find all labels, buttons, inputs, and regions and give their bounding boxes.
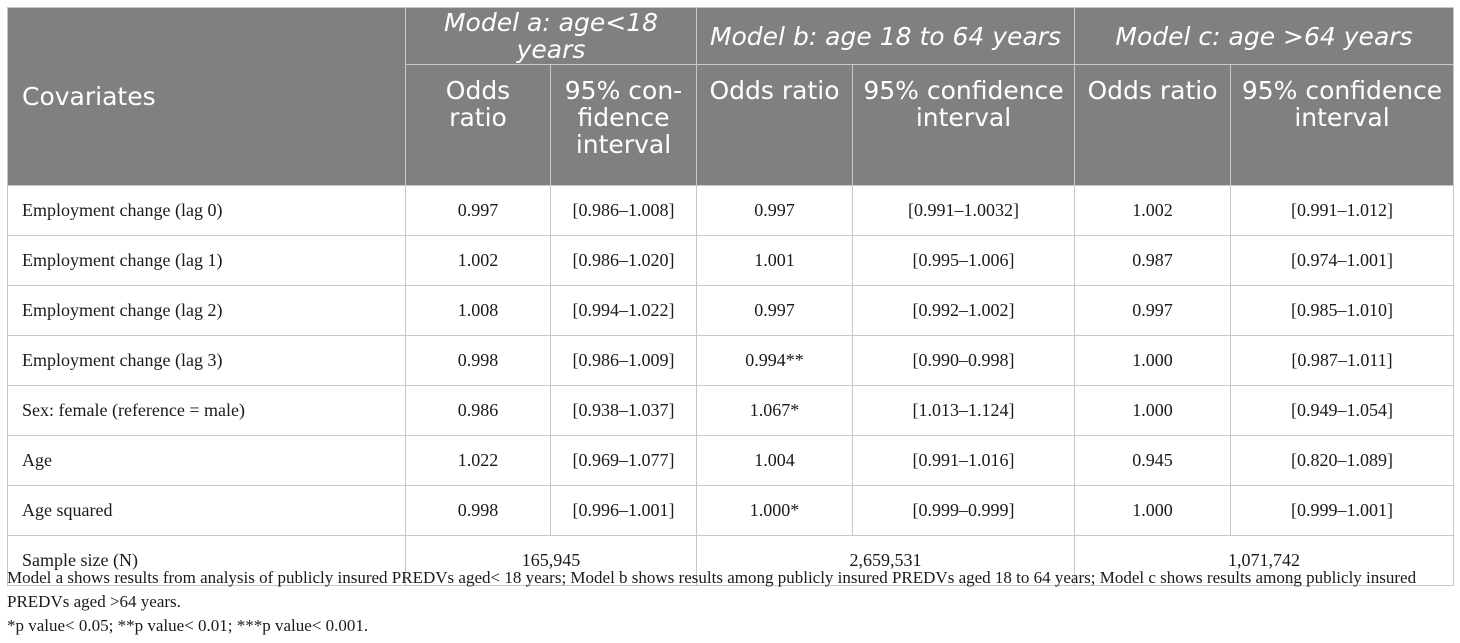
row-label: Sex: female (reference = male) — [7, 385, 406, 436]
cell-model-c-ci: [0.949–1.054] — [1230, 385, 1454, 436]
cell-model-a-odds: 0.998 — [405, 335, 551, 386]
cell-model-c-odds: 0.987 — [1074, 235, 1231, 286]
table-footnotes: Model a shows results from analysis of p… — [7, 566, 1455, 638]
table-row: Sex: female (reference = male) 0.986 [0.… — [7, 385, 1454, 436]
cell-model-b-odds: 1.067* — [696, 385, 853, 436]
cell-model-a-odds: 0.998 — [405, 485, 551, 536]
table-row: Employment change (lag 1) 1.002 [0.986–1… — [7, 235, 1454, 286]
footnote-significance: *p value< 0.05; **p value< 0.01; ***p va… — [7, 616, 369, 635]
cell-model-c-odds: 1.000 — [1074, 485, 1231, 536]
sample-size-label: Sample size (N) — [7, 535, 406, 586]
cell-model-b-odds: 0.997 — [696, 185, 853, 236]
cell-model-a-ci: [0.986–1.009] — [550, 335, 697, 386]
row-label: Employment change (lag 3) — [7, 335, 406, 386]
row-label: Employment change (lag 1) — [7, 235, 406, 286]
cell-model-b-ci: [0.992–1.002] — [852, 285, 1075, 336]
model-a-ci-header: 95% con- fidence interval — [550, 64, 697, 186]
row-label: Employment change (lag 0) — [7, 185, 406, 236]
cell-model-b-ci: [0.991–1.0032] — [852, 185, 1075, 236]
model-a-header: Model a: age<18 years — [405, 7, 697, 65]
row-label: Age — [7, 435, 406, 486]
cell-model-a-ci: [0.986–1.008] — [550, 185, 697, 236]
cell-model-a-odds: 1.002 — [405, 235, 551, 286]
model-c-odds-header: Odds ratio — [1074, 64, 1231, 186]
cell-model-b-ci: [0.990–0.998] — [852, 335, 1075, 386]
table-row: Employment change (lag 3) 0.998 [0.986–1… — [7, 335, 1454, 386]
cell-model-a-odds: 0.997 — [405, 185, 551, 236]
sample-size-model-c: 1,071,742 — [1074, 535, 1454, 586]
cell-model-a-ci: [0.938–1.037] — [550, 385, 697, 436]
cell-model-b-ci: [0.991–1.016] — [852, 435, 1075, 486]
model-c-ci-header: 95% confidence interval — [1230, 64, 1454, 186]
row-label: Employment change (lag 2) — [7, 285, 406, 336]
model-b-header: Model b: age 18 to 64 years — [696, 7, 1075, 65]
table-row: Age squared 0.998 [0.996–1.001] 1.000* [… — [7, 485, 1454, 536]
model-b-ci-header: 95% confidence interval — [852, 64, 1075, 186]
sample-size-model-b: 2,659,531 — [696, 535, 1075, 586]
cell-model-a-ci: [0.969–1.077] — [550, 435, 697, 486]
cell-model-b-ci: [0.999–0.999] — [852, 485, 1075, 536]
footnote-models: Model a shows results from analysis of p… — [7, 568, 1417, 611]
table-row: Employment change (lag 2) 1.008 [0.994–1… — [7, 285, 1454, 336]
table-header: Covariates Model a: age<18 years Model b… — [7, 7, 1454, 186]
cell-model-a-odds: 1.008 — [405, 285, 551, 336]
header-row-measures: Odds ratio 95% con- fidence interval Odd… — [8, 64, 1454, 186]
cell-model-c-odds: 1.000 — [1074, 335, 1231, 386]
table-row: Age 1.022 [0.969–1.077] 1.004 [0.991–1.0… — [7, 435, 1454, 486]
cell-model-a-ci: [0.994–1.022] — [550, 285, 697, 336]
cell-model-a-ci: [0.986–1.020] — [550, 235, 697, 286]
cell-model-c-odds: 1.002 — [1074, 185, 1231, 236]
cell-model-b-odds: 0.994** — [696, 335, 853, 386]
cell-model-c-ci: [0.999–1.001] — [1230, 485, 1454, 536]
model-b-odds-header: Odds ratio — [696, 64, 853, 186]
model-c-header: Model c: age >64 years — [1074, 7, 1454, 65]
header-row-models: Covariates Model a: age<18 years Model b… — [7, 7, 1454, 186]
cell-model-c-ci: [0.991–1.012] — [1230, 185, 1454, 236]
cell-model-c-odds: 0.997 — [1074, 285, 1231, 336]
cell-model-b-odds: 1.004 — [696, 435, 853, 486]
table-body: Employment change (lag 0) 0.997 [0.986–1… — [7, 185, 1454, 586]
cell-model-b-odds: 1.001 — [696, 235, 853, 286]
cell-model-c-odds: 0.945 — [1074, 435, 1231, 486]
table-row: Employment change (lag 0) 0.997 [0.986–1… — [7, 185, 1454, 236]
sample-size-row: Sample size (N) 165,945 2,659,531 1,071,… — [7, 535, 1454, 586]
row-label: Age squared — [7, 485, 406, 536]
cell-model-a-ci: [0.996–1.001] — [550, 485, 697, 536]
cell-model-c-odds: 1.000 — [1074, 385, 1231, 436]
cell-model-b-odds: 0.997 — [696, 285, 853, 336]
cell-model-b-ci: [0.995–1.006] — [852, 235, 1075, 286]
results-table: Covariates Model a: age<18 years Model b… — [7, 7, 1454, 586]
covariates-header: Covariates — [7, 7, 406, 186]
model-a-odds-header: Odds ratio — [405, 64, 551, 186]
cell-model-c-ci: [0.985–1.010] — [1230, 285, 1454, 336]
cell-model-b-odds: 1.000* — [696, 485, 853, 536]
cell-model-a-odds: 0.986 — [405, 385, 551, 436]
cell-model-a-odds: 1.022 — [405, 435, 551, 486]
cell-model-c-ci: [0.987–1.011] — [1230, 335, 1454, 386]
cell-model-b-ci: [1.013–1.124] — [852, 385, 1075, 436]
cell-model-c-ci: [0.974–1.001] — [1230, 235, 1454, 286]
cell-model-c-ci: [0.820–1.089] — [1230, 435, 1454, 486]
